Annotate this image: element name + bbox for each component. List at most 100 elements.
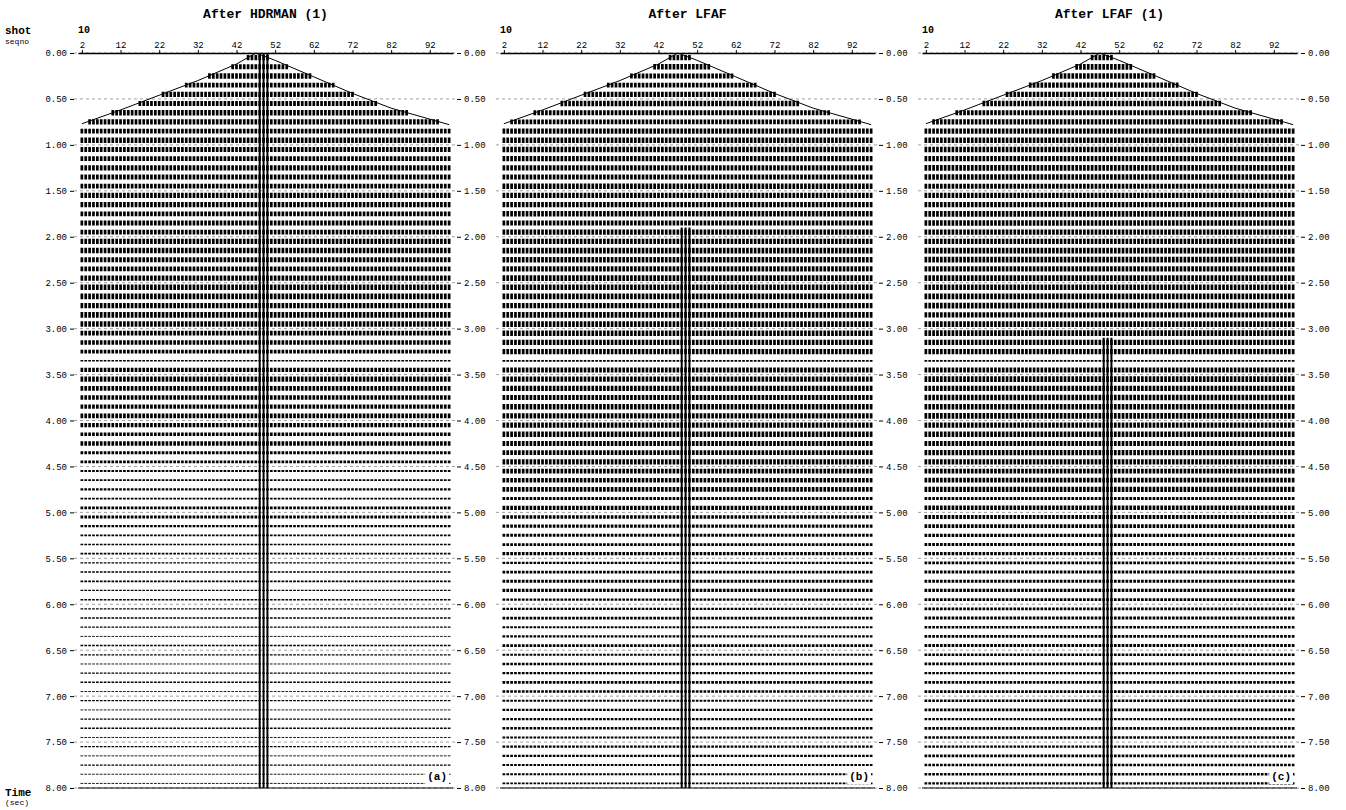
x-tick: 62 xyxy=(309,41,320,53)
y-tick-mark xyxy=(879,788,883,789)
y-tick-mark xyxy=(70,650,74,651)
x-axis-line xyxy=(501,53,876,54)
y-tick-label: 1.50 xyxy=(45,187,67,197)
y-tick-mark xyxy=(457,421,461,422)
y-tick: 1.00 xyxy=(879,141,908,151)
panel-label: (a) xyxy=(427,771,447,783)
grid-line xyxy=(74,788,457,789)
y-tick-mark xyxy=(70,191,74,192)
reflection-event xyxy=(81,321,451,326)
reflection-event xyxy=(81,460,451,463)
x-tick-label: 12 xyxy=(960,41,971,51)
y-tick: 4.50 xyxy=(457,463,486,473)
y-tick-label: 7.50 xyxy=(464,738,486,748)
reflection-event xyxy=(503,598,873,600)
y-tick-label: 3.50 xyxy=(1308,371,1330,381)
reflection-event xyxy=(503,534,873,537)
y-tick: 3.50 xyxy=(1301,371,1330,381)
y-tick-mark xyxy=(70,53,74,54)
y-tick-mark xyxy=(879,375,883,376)
reflection-event xyxy=(81,386,451,391)
marks xyxy=(925,53,1295,788)
y-tick-label: 0.00 xyxy=(464,49,486,59)
y-tick-label: 1.00 xyxy=(886,141,908,151)
axis-bottom-line xyxy=(500,788,875,789)
reflection-event xyxy=(925,275,1295,281)
y-tick-label: 7.50 xyxy=(1308,738,1330,748)
x-tick-label: 52 xyxy=(270,41,281,51)
y-tick: 7.00 xyxy=(879,693,908,703)
y-tick: 7.00 xyxy=(1301,693,1330,703)
reflection-event xyxy=(925,360,1295,362)
reflection-event xyxy=(925,700,1295,702)
grid-line xyxy=(74,236,457,237)
reflection-event xyxy=(925,257,1295,263)
reflection-event xyxy=(925,754,1295,757)
grid-line xyxy=(918,190,1301,191)
reflection-event xyxy=(81,682,451,684)
shot-number: 10 xyxy=(922,25,934,36)
reflection-event xyxy=(925,220,1295,225)
reflection-event xyxy=(503,202,873,207)
noise-trace xyxy=(1110,338,1112,788)
reflection-event xyxy=(81,239,451,244)
y-tick-mark xyxy=(457,99,461,100)
reflection-event xyxy=(932,119,1283,124)
y-tick-label: 5.00 xyxy=(1308,509,1330,519)
reflection-event xyxy=(1029,83,1179,88)
reflection-event xyxy=(503,340,873,345)
y-tick: 5.50 xyxy=(45,555,74,565)
reflection-event xyxy=(1091,55,1113,60)
y-tick: 5.50 xyxy=(1301,555,1330,565)
grid-line xyxy=(496,788,879,789)
reflection-event xyxy=(925,736,1295,738)
grid-line xyxy=(74,558,457,559)
reflection-event xyxy=(503,764,873,766)
reflection-event xyxy=(925,413,1295,419)
reflection-event xyxy=(925,709,1295,712)
y-tick-mark xyxy=(1301,283,1305,284)
reflection-event xyxy=(925,571,1295,574)
y-tick-mark xyxy=(457,788,461,789)
grid-line xyxy=(496,466,879,467)
y-tick-label: 8.00 xyxy=(1308,784,1330,794)
reflection-event xyxy=(81,608,451,609)
y-tick: 5.50 xyxy=(879,555,908,565)
y-tick: 5.00 xyxy=(45,509,74,519)
x-axis-title: shot xyxy=(5,25,31,37)
y-tick-mark xyxy=(1301,604,1305,605)
reflection-event xyxy=(81,746,451,747)
y-tick: 8.00 xyxy=(457,784,486,794)
reflection-event xyxy=(503,239,873,244)
grid-line xyxy=(496,420,879,421)
reflection-event xyxy=(503,266,873,271)
reflection-event xyxy=(81,764,451,765)
y-tick-mark xyxy=(457,558,461,559)
y-tick-label: 3.50 xyxy=(45,371,67,381)
panel-title: After LFAF xyxy=(648,7,726,22)
x-tick-label: 22 xyxy=(154,41,165,51)
y-tick: 1.50 xyxy=(1301,187,1330,197)
grid-line xyxy=(918,282,1301,283)
reflection-event xyxy=(503,626,873,628)
reflection-event xyxy=(81,275,451,280)
reflection-event xyxy=(81,257,451,262)
reflection-event xyxy=(81,156,451,161)
y-tick-label: 1.00 xyxy=(464,141,486,151)
grid-line xyxy=(496,144,879,145)
y-tick-mark xyxy=(70,283,74,284)
y-tick-label: 6.00 xyxy=(45,601,67,611)
reflection-event xyxy=(81,673,451,674)
grid-line xyxy=(496,282,879,283)
y-tick-label: 5.00 xyxy=(886,509,908,519)
reflection-event xyxy=(925,534,1295,537)
reflection-event xyxy=(533,110,830,115)
reflection-event xyxy=(925,672,1295,674)
grid-line xyxy=(496,98,879,99)
y-tick-label: 2.00 xyxy=(886,233,908,243)
x-tick: 32 xyxy=(615,41,626,53)
x-tick-label: 62 xyxy=(1153,41,1164,51)
reflection-event xyxy=(139,101,378,106)
y-tick-mark xyxy=(1301,375,1305,376)
y-tick: 3.50 xyxy=(457,371,486,381)
